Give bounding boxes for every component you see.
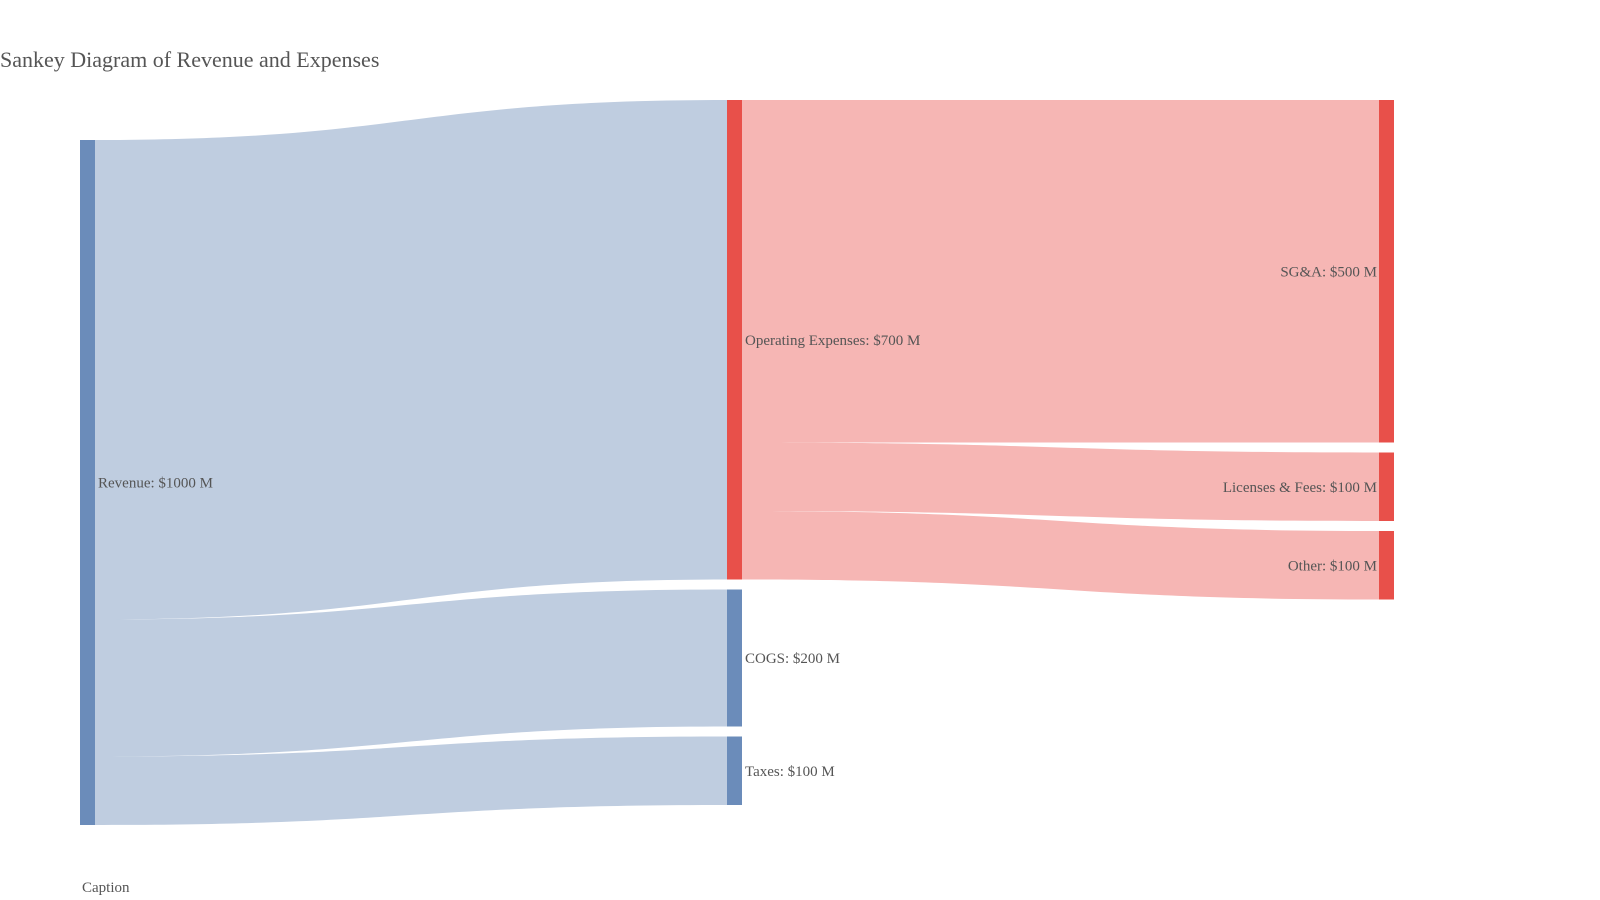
link-revenue-to-opex xyxy=(95,100,727,620)
node-label-cogs: COGS: $200 M xyxy=(745,651,840,667)
chart-title: Sankey Diagram of Revenue and Expenses xyxy=(0,47,379,72)
node-revenue[interactable] xyxy=(80,140,95,825)
node-label-sga: SG&A: $500 M xyxy=(1280,264,1377,280)
link-revenue-to-taxes xyxy=(95,736,727,825)
link-opex-to-sga xyxy=(742,100,1379,443)
node-opex[interactable] xyxy=(727,100,742,580)
node-label-opex: Operating Expenses: $700 M xyxy=(745,333,920,349)
node-label-revenue: Revenue: $1000 M xyxy=(98,476,213,492)
link-revenue-to-cogs xyxy=(95,589,727,757)
sankey-links xyxy=(95,100,1379,825)
node-licenses[interactable] xyxy=(1379,452,1394,522)
node-other[interactable] xyxy=(1379,531,1394,600)
node-cogs[interactable] xyxy=(727,589,742,727)
sankey-nodes xyxy=(80,100,1394,825)
node-label-licenses: Licenses & Fees: $100 M xyxy=(1223,480,1377,496)
caption: Caption xyxy=(82,880,130,896)
link-opex-to-other xyxy=(742,511,1379,600)
link-opex-to-licenses xyxy=(742,442,1379,521)
node-taxes[interactable] xyxy=(727,736,742,806)
sankey-labels: Revenue: $1000 M Operating Expenses: $700… xyxy=(98,264,1377,780)
node-label-other: Other: $100 M xyxy=(1288,558,1377,574)
node-label-taxes: Taxes: $100 M xyxy=(745,764,835,780)
node-sga[interactable] xyxy=(1379,100,1394,443)
